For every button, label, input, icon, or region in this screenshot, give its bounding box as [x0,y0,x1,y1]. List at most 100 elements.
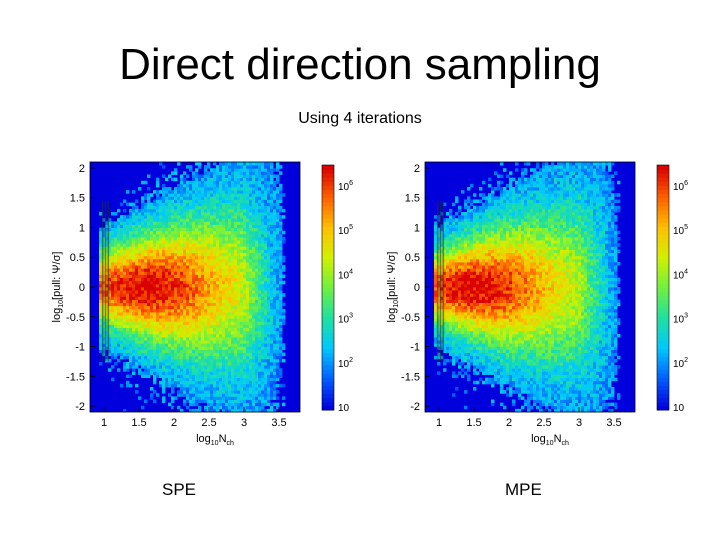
heatmap-cell [195,380,199,385]
heatmap-cell [195,230,199,235]
heatmap-cell [267,246,271,250]
heatmap-cell [255,271,259,275]
heatmap-cell [150,321,154,325]
heatmap-cell [111,343,115,347]
heatmap-cell [159,208,163,213]
heatmap-cell [174,215,178,219]
heatmap-cell [216,246,220,250]
heatmap-cell [258,208,262,213]
heatmap-cell [186,405,190,410]
heatmap-cell [276,324,280,329]
heatmap-cell [222,308,226,313]
heatmap-cell [458,330,462,335]
heatmap-cell [114,233,118,238]
heatmap-cell [135,277,139,282]
heatmap-cell [111,355,115,360]
heatmap-cell [192,265,196,269]
heatmap-cell [458,283,462,288]
heatmap-cell [279,252,283,257]
heatmap-cell [231,299,235,304]
heatmap-cell [114,352,118,357]
heatmap-cell [207,305,211,310]
heatmap-cell [99,346,103,350]
heatmap-cell [449,240,453,244]
heatmap-cell [264,296,268,300]
heatmap-cell [237,243,241,247]
heatmap-cell [461,268,465,272]
heatmap-cell [162,268,166,272]
heatmap-cell [171,380,175,385]
heatmap-cell [237,355,241,360]
heatmap-cell [234,224,238,229]
heatmap-cell [264,190,268,194]
heatmap-cell [150,280,154,285]
heatmap-cell [138,237,142,241]
heatmap-cell [129,308,133,313]
heatmap-cell [174,321,178,325]
heatmap-cell [165,302,169,307]
heatmap-cell [240,277,244,282]
heatmap-cell [120,324,124,329]
heatmap-cell [201,377,205,382]
heatmap-cell [243,168,247,172]
heatmap-cell [180,177,184,182]
heatmap-cell [210,312,214,316]
heatmap-cell [102,340,106,344]
heatmap-cell [165,330,169,335]
heatmap-cell [273,249,277,254]
heatmap-cell [264,258,268,263]
heatmap-cell [198,240,202,244]
heatmap-cell [126,355,130,360]
heatmap-cell [117,293,121,297]
heatmap-cell [264,318,268,322]
heatmap-cell [150,224,154,229]
heatmap-cell [159,162,163,166]
heatmap-cell [458,277,462,282]
heatmap-cell [180,340,184,344]
heatmap-cell [464,212,468,216]
heatmap-cell [273,208,277,213]
heatmap-cell [464,330,468,335]
heatmap-cell [195,402,199,407]
heatmap-cell [174,221,178,225]
heatmap-cell [240,171,244,175]
heatmap-cell [108,321,112,325]
heatmap-cell [201,243,205,247]
heatmap-cell [153,315,157,319]
heatmap-cell [210,383,214,388]
heatmap-cell [108,318,112,322]
heatmap-cell [261,390,265,394]
heatmap-cell [111,330,115,335]
heatmap-cell [222,299,226,304]
heatmap-cell [264,396,268,400]
heatmap-cell [135,221,139,225]
heatmap-cell [473,327,477,332]
heatmap-cell [126,243,130,247]
heatmap-cell [198,180,202,185]
heatmap-cell [228,402,232,407]
heatmap-cell [243,349,247,354]
heatmap-cell [153,262,157,266]
heatmap-cell [135,312,139,316]
heatmap-cell [464,343,468,347]
heatmap-cell [267,358,271,363]
heatmap-cell [222,305,226,310]
heatmap-cell [210,199,214,204]
heatmap-cell [216,358,220,363]
heatmap-cell [234,362,238,366]
heatmap-cell [255,399,259,404]
heatmap-cell [177,371,181,375]
heatmap-cell [273,180,277,185]
heatmap-cell [171,258,175,263]
heatmap-cell [153,265,157,269]
heatmap-cell [464,337,468,341]
heatmap-cell [192,299,196,304]
heatmap-cell [156,233,160,238]
heatmap-cell [195,243,199,247]
heatmap-cell [123,330,127,335]
heatmap-cell [156,330,160,335]
y-tick-label: -1 [75,342,85,354]
heatmap-cell [452,293,456,297]
heatmap-cell [255,199,259,204]
heatmap-cell [174,346,178,350]
